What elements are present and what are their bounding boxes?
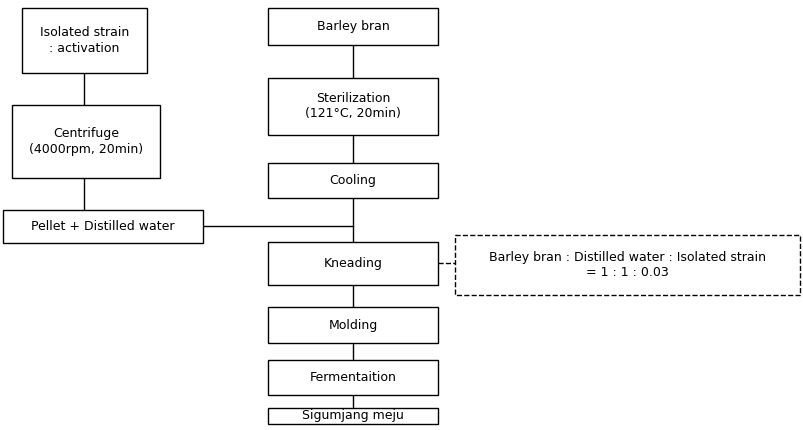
Text: Sigumjang meju: Sigumjang meju [302,409,403,423]
Text: Barley bran : Distilled water : Isolated strain
= 1 : 1 : 0.03: Barley bran : Distilled water : Isolated… [488,251,765,279]
Text: Centrifuge
(4000rpm, 20min): Centrifuge (4000rpm, 20min) [29,128,143,156]
Bar [454,235,799,295]
Bar [3,210,202,243]
Bar [267,360,438,395]
Text: Fermentaition: Fermentaition [309,371,396,384]
Bar [267,307,438,343]
Bar [12,105,160,178]
Text: Isolated strain
: activation: Isolated strain : activation [40,27,129,55]
Bar [267,242,438,285]
Text: Molding: Molding [328,319,377,332]
Bar [22,8,147,73]
Bar [267,78,438,135]
Bar [267,8,438,45]
Text: Kneading: Kneading [323,257,382,270]
Text: Barley bran: Barley bran [316,20,389,33]
Text: Sterilization
(121°C, 20min): Sterilization (121°C, 20min) [304,92,401,120]
Bar [267,163,438,198]
Text: Cooling: Cooling [329,174,376,187]
Text: Pellet + Distilled water: Pellet + Distilled water [31,220,174,233]
Bar [267,408,438,424]
